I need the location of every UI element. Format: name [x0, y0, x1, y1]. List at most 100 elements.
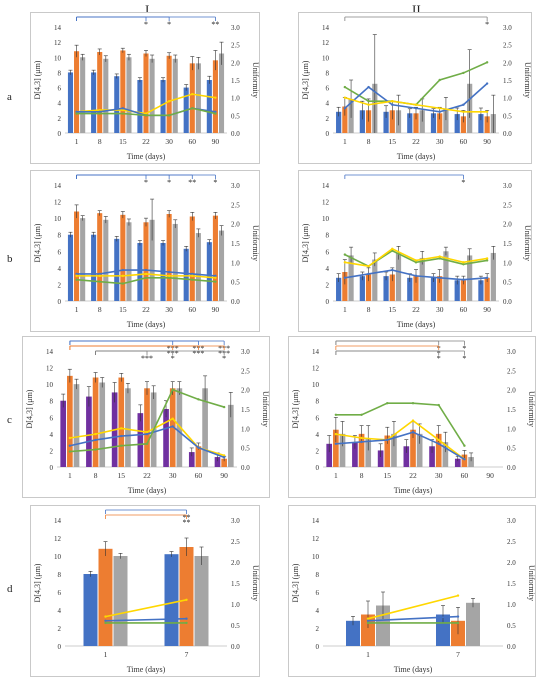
uniformity-point: [485, 82, 489, 85]
bar: [336, 277, 342, 301]
chart-svg: 0 2 4 6 8 10 12 14 0.0 0.5 1.0 1.5 2.0 2.5 3.0 D[4,3] (…: [33, 509, 260, 674]
y-axis-label-right: Uniformity: [523, 62, 531, 98]
uniformity-line: [335, 402, 466, 447]
right-tick-label: 3.0: [231, 517, 240, 525]
left-tick-label: 4: [316, 431, 320, 439]
bar: [97, 51, 103, 133]
left-tick-label: 0: [50, 464, 54, 472]
uniformity-point: [214, 280, 217, 283]
x-tick-label: 30: [435, 471, 443, 480]
uniformity-point: [366, 619, 370, 622]
uniformity-point: [167, 270, 171, 274]
x-tick-label: 22: [143, 471, 151, 480]
bar: [113, 556, 128, 646]
bar: [454, 458, 461, 467]
bar: [163, 409, 169, 467]
uniformity-point: [145, 431, 149, 434]
uniformity-point: [185, 621, 188, 625]
right-tick-label: 3.0: [503, 182, 512, 190]
bar: [143, 53, 149, 133]
left-tick-label: 8: [58, 69, 62, 77]
left-tick-label: 8: [326, 232, 330, 240]
uniformity-point: [367, 272, 370, 276]
uniformity-point: [334, 413, 338, 416]
right-tick-label: 1.0: [507, 425, 516, 433]
right-tick-label: 2.5: [231, 538, 240, 546]
right-tick-label: 0.5: [507, 622, 516, 630]
right-tick-label: 0.0: [231, 643, 240, 651]
bar: [214, 457, 221, 467]
y-axis-label-right: Uniformity: [523, 225, 531, 261]
right-tick-label: 1.5: [231, 240, 240, 248]
uniformity-point: [191, 278, 194, 281]
uniformity-point: [414, 274, 418, 278]
uniformity-point: [98, 280, 101, 283]
uniformity-point: [214, 96, 217, 99]
bar: [454, 280, 460, 301]
uniformity-point: [386, 402, 389, 405]
uniformity-point: [414, 261, 418, 264]
uniformity-point: [343, 107, 347, 110]
x-tick-label: 60: [460, 137, 468, 146]
uniformity-point: [191, 107, 194, 110]
uniformity-line: [344, 61, 488, 106]
uniformity-point: [438, 107, 441, 110]
bar: [149, 58, 155, 133]
uniformity-line: [105, 599, 187, 618]
uniformity-point: [391, 247, 394, 250]
bar: [389, 274, 395, 301]
uniformity-point: [485, 257, 489, 260]
right-tick-label: 1.5: [231, 77, 240, 85]
uniformity-point: [144, 268, 148, 272]
uniformity-point: [167, 114, 171, 117]
bar: [391, 433, 397, 467]
row-label-a: a: [7, 91, 12, 103]
left-tick-label: 2: [58, 625, 62, 633]
uniformity-line: [335, 431, 465, 460]
bar: [67, 72, 74, 133]
left-tick-label: 4: [50, 431, 54, 439]
bar: [437, 276, 443, 301]
uniformity-line: [335, 419, 465, 460]
right-tick-label: 2.5: [231, 42, 240, 50]
y-axis-label-right: Uniformity: [251, 62, 259, 98]
uniformity-point: [144, 276, 148, 279]
bar: [490, 252, 496, 301]
left-tick-label: 10: [322, 54, 330, 62]
left-tick-label: 14: [54, 517, 62, 525]
uniformity-point: [94, 438, 97, 442]
right-tick-label: 3.0: [507, 348, 516, 356]
uniformity-line: [344, 249, 488, 268]
right-tick-label: 3.0: [231, 182, 240, 190]
left-tick-label: 6: [58, 85, 62, 93]
uniformity-point: [391, 268, 394, 272]
left-tick-label: 6: [58, 589, 62, 597]
right-tick-label: 0.0: [231, 130, 240, 138]
uniformity-point: [437, 438, 440, 442]
right-tick-label: 2.0: [231, 59, 240, 67]
uniformity-point: [391, 103, 394, 106]
uniformity-point: [197, 446, 200, 449]
uniformity-point: [197, 398, 200, 401]
bar: [346, 620, 360, 646]
right-tick-label: 2.0: [503, 59, 512, 67]
uniformity-point: [68, 444, 72, 447]
uniformity-line: [367, 594, 459, 620]
bar: [372, 259, 378, 301]
right-tick-label: 1.5: [503, 77, 512, 85]
left-tick-label: 10: [46, 381, 54, 389]
bar: [120, 214, 126, 301]
bar: [195, 446, 202, 467]
uniformity-point: [98, 272, 101, 276]
chart-panel-I-b: 0 2 4 6 8 10 12 14 0.0 0.5 1.0 1.5 2.0 2.5 3.0 D[4,3] (…: [30, 170, 260, 332]
bar: [383, 276, 389, 301]
bar: [92, 377, 99, 467]
bar: [126, 222, 132, 301]
uniformity-point: [98, 110, 101, 114]
y-axis-label-left: D[4,3] (μm): [301, 60, 310, 99]
bar: [430, 113, 437, 133]
bar: [114, 238, 120, 301]
right-tick-label: 1.5: [231, 580, 240, 588]
y-axis-label-left: D[4,3] (μm): [25, 389, 34, 428]
left-tick-label: 6: [316, 589, 320, 597]
